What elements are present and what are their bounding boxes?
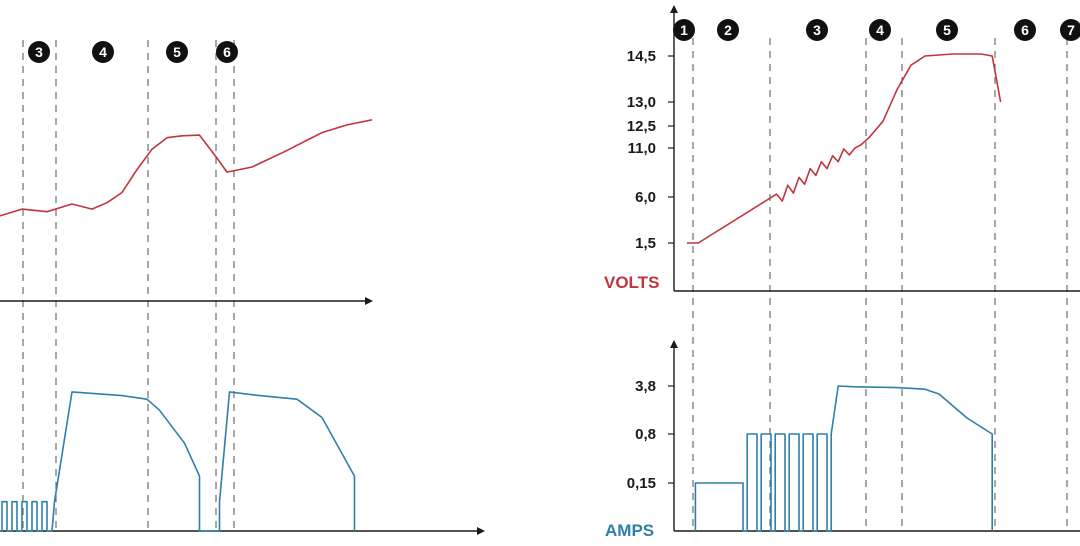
left-stage-badge-6-circle [216,41,238,63]
amps-tick-label-1: 0,8 [635,426,656,443]
right-amps-y-arrow [670,340,678,348]
axes [0,5,1080,535]
right-stage-badge-5-label: 5 [943,22,951,38]
right-stage-badge-4-circle [869,19,891,41]
left-stage-badge-4-circle [92,41,114,63]
right-stage-badge-2-circle [717,19,739,41]
volts-tick-label-3: 12,5 [627,118,656,135]
amps-axis-title: AMPS [605,521,654,540]
stage-badges: 3 4 5 6 1 2 3 4 5 6 7 [28,19,1080,63]
volts-tick-label-2: 11,0 [628,140,656,157]
left-amps-line [0,391,356,532]
left-stage-badge-6-label: 6 [223,44,231,60]
right-stage-badge-4-label: 4 [876,22,884,38]
tick-labels: 1,5 6,0 11,0 12,5 13,0 14,5 0,15 0,8 3,8 [627,48,674,492]
right-stage-badge-7-circle [1060,19,1080,41]
right-stage-badge-1-circle [673,19,695,41]
right-stage-badge-3-circle [806,19,828,41]
right-stage-badge-5-circle [936,19,958,41]
right-stage-badge-6-label: 6 [1021,22,1029,38]
left-stage-badge-5-circle [166,41,188,63]
left-stage-badge-3-label: 3 [35,44,43,60]
stage-dividers [22,38,1068,531]
right-stage-badge-2-label: 2 [724,22,732,38]
left-volts-x-arrow [365,297,373,305]
volts-tick-label-0: 1,5 [635,235,656,252]
volts-axis-title: VOLTS [604,273,659,292]
left-stage-badge-5-label: 5 [173,44,181,60]
volts-tick-label-5: 14,5 [627,48,656,65]
left-volts-line [0,119,373,217]
right-volts-y-arrow [670,5,678,13]
right-stage-badge-1-label: 1 [680,22,688,38]
right-stage-badge-6-circle [1014,19,1036,41]
left-stage-badge-3-circle [28,41,50,63]
amps-tick-label-0: 0,15 [627,475,656,492]
left-amps-x-arrow [477,527,485,535]
left-stage-badge-4-label: 4 [99,44,107,60]
volts-tick-label-1: 6,0 [635,189,656,206]
series [0,53,1002,532]
right-amps-line [694,385,994,532]
right-stage-badge-3-label: 3 [813,22,821,38]
volts-tick-label-4: 13,0 [627,94,656,111]
right-stage-badge-7-label: 7 [1067,22,1075,38]
amps-tick-label-2: 3,8 [635,378,656,395]
right-volts-line [687,53,1002,244]
